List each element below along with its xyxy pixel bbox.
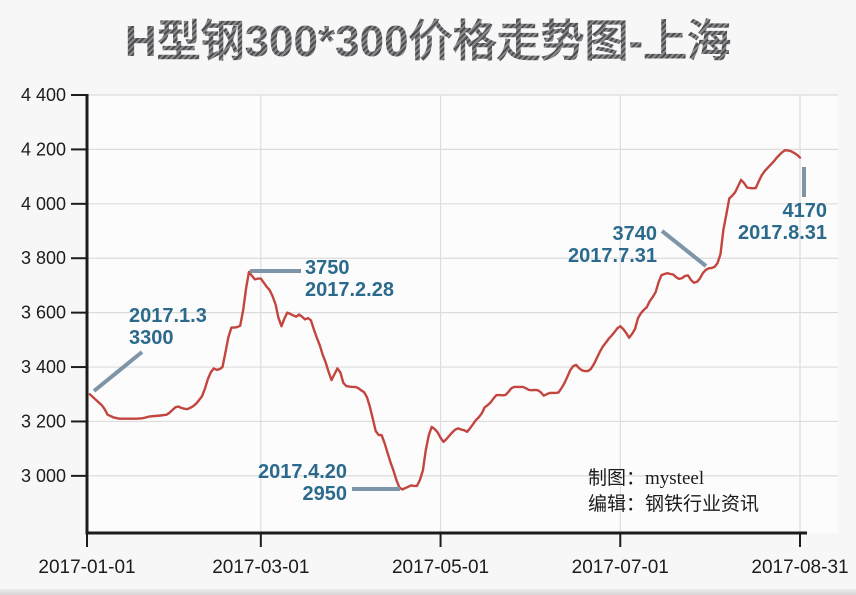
annotation-line: 2017.7.31 <box>568 245 657 267</box>
x-tick-label: 2017-07-01 <box>572 557 669 578</box>
y-tick-label: 3 800 <box>21 248 66 268</box>
annotation-label: 4170 2017.8.31 <box>738 200 827 244</box>
y-tick-label: 3 200 <box>21 411 66 431</box>
annotation-line: 2017.8.31 <box>738 222 827 244</box>
annotation-label: 3740 2017.7.31 <box>568 223 657 267</box>
y-tick-label: 4 200 <box>21 139 66 159</box>
annotation-line: 4170 <box>783 200 828 222</box>
credit-editor: 编辑：钢铁行业资讯 <box>588 494 760 515</box>
annotation-label: 2017.1.3 3300 <box>129 305 207 349</box>
annotation-line: 2017.1.3 <box>129 305 207 327</box>
x-tick-label: 2017-05-01 <box>392 557 489 578</box>
x-tick-label: 2017-08-31 <box>751 557 848 578</box>
y-tick-label: 3 400 <box>21 357 66 377</box>
annotation-line: 3740 <box>613 223 658 245</box>
annotation-line: 3300 <box>129 327 174 349</box>
annotation-label: 3750 2017.2.28 <box>305 257 394 301</box>
annotation-label: 2017.4.20 2950 <box>258 461 347 505</box>
y-tick-label: 3 000 <box>21 466 66 486</box>
plot-area <box>87 95 838 533</box>
y-tick-label: 4 000 <box>21 194 66 214</box>
y-tick-label: 4 400 <box>21 85 66 105</box>
annotation-line: 2950 <box>303 483 348 505</box>
x-tick-label: 2017-01-01 <box>38 557 135 578</box>
annotation-line: 2017.2.28 <box>305 279 394 301</box>
annotation-leader-line <box>92 350 144 393</box>
credits-block: 制图：mysteel 编辑：钢铁行业资讯 <box>588 466 759 518</box>
y-tick-label: 3 600 <box>21 303 66 323</box>
annotation-line: 3750 <box>305 257 350 279</box>
annotation-leader-line <box>660 229 708 268</box>
price-line <box>88 148 802 491</box>
image-bottom-edge <box>0 589 856 595</box>
annotation-line: 2017.4.20 <box>258 461 347 483</box>
x-tick-label: 2017-03-01 <box>212 557 309 578</box>
chart-title: H型钢300*300价格走势图-上海 <box>0 5 856 69</box>
credit-maker: 制图：mysteel <box>588 468 705 489</box>
